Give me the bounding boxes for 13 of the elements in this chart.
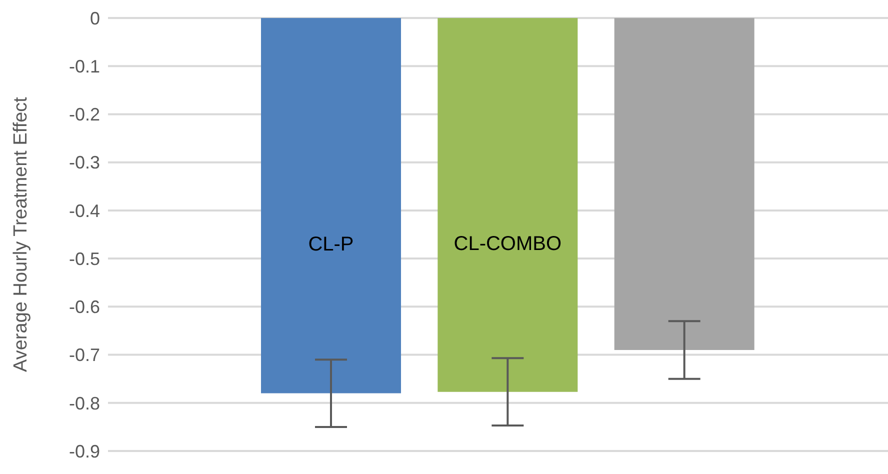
y-tick-label: -0.1 — [68, 56, 100, 76]
x-tick-label: CL-P — [308, 234, 354, 256]
y-tick-label: -0.9 — [68, 441, 100, 462]
y-tick-label: -0.3 — [68, 152, 100, 173]
x-tick-label: CL-COMBO — [454, 232, 562, 255]
y-axis-title: Average Hourly Treatment Effect — [10, 96, 32, 372]
y-tick-label: -0.2 — [68, 104, 100, 125]
y-tick-label: -0.5 — [68, 248, 100, 269]
y-tick-label: -0.6 — [68, 297, 100, 318]
y-tick-label: -0.4 — [68, 200, 100, 221]
y-tick-label: -0.7 — [68, 345, 100, 366]
y-tick-label: -0.8 — [68, 393, 100, 414]
y-tick-label: 0 — [90, 8, 100, 28]
